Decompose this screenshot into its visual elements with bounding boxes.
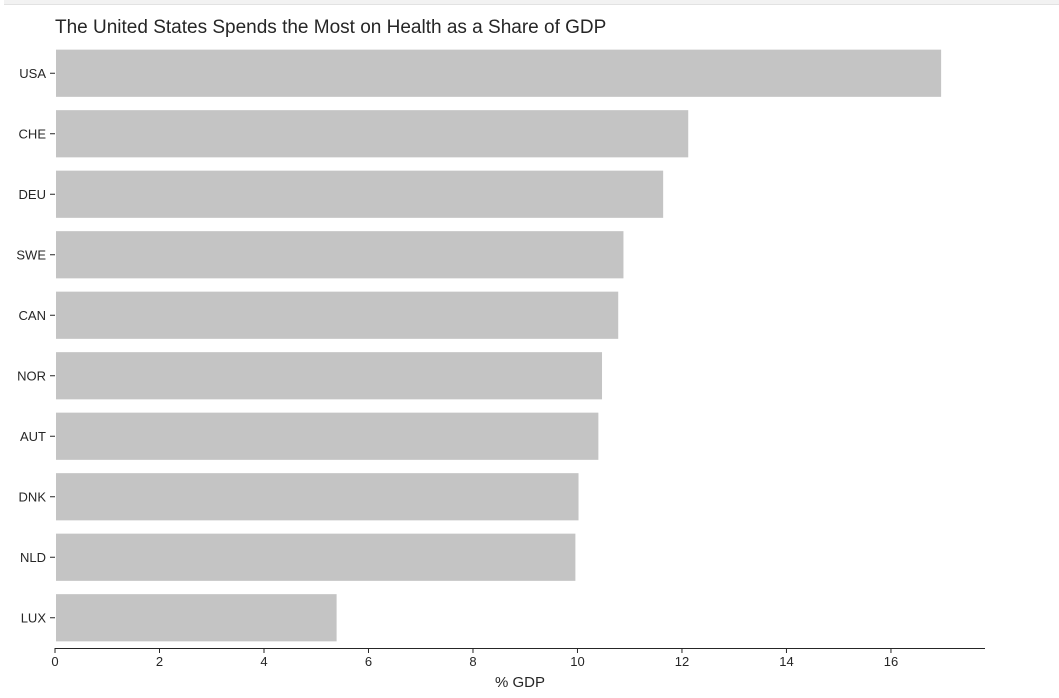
x-axis-label: % GDP [495,674,545,691]
bar-usa [56,49,942,97]
bar-deu [56,170,664,218]
x-tick-label: 16 [884,654,898,669]
x-tick-label: 10 [570,654,584,669]
chart-title: The United States Spends the Most on Hea… [55,17,607,38]
bar-dnk [56,473,579,521]
y-tick-label: NOR [17,368,46,383]
x-tick-label: 2 [156,654,163,669]
x-tick-label: 6 [365,654,372,669]
bar-nor [56,352,603,400]
y-tick-label: AUT [20,429,46,444]
bar-aut [56,412,599,460]
bar-che [56,110,689,158]
y-tick-label: CHE [19,126,47,141]
y-tick-label: DNK [19,489,47,504]
y-tick-label: NLD [20,550,46,565]
cell-output-top-border [4,0,1059,5]
x-tick-label: 14 [779,654,793,669]
bar-can [56,291,619,339]
x-tick-label: 8 [469,654,476,669]
bar-lux [56,594,337,642]
y-tick-label: DEU [19,187,46,202]
x-tick-label: 12 [675,654,689,669]
y-tick-label: LUX [21,610,47,625]
bar-nld [56,533,576,581]
y-axis: USA CHE DEU SWE CAN NOR AUT DNK NLD LUX [16,66,55,625]
x-axis: 0 2 4 6 8 10 12 14 16 [51,648,985,669]
y-tick-label: USA [19,66,46,81]
x-tick-label: 0 [51,654,58,669]
x-tick-label: 4 [260,654,267,669]
bars-group [56,49,942,642]
y-tick-label: SWE [16,247,46,262]
y-tick-label: CAN [19,308,46,323]
bar-swe [56,231,624,279]
